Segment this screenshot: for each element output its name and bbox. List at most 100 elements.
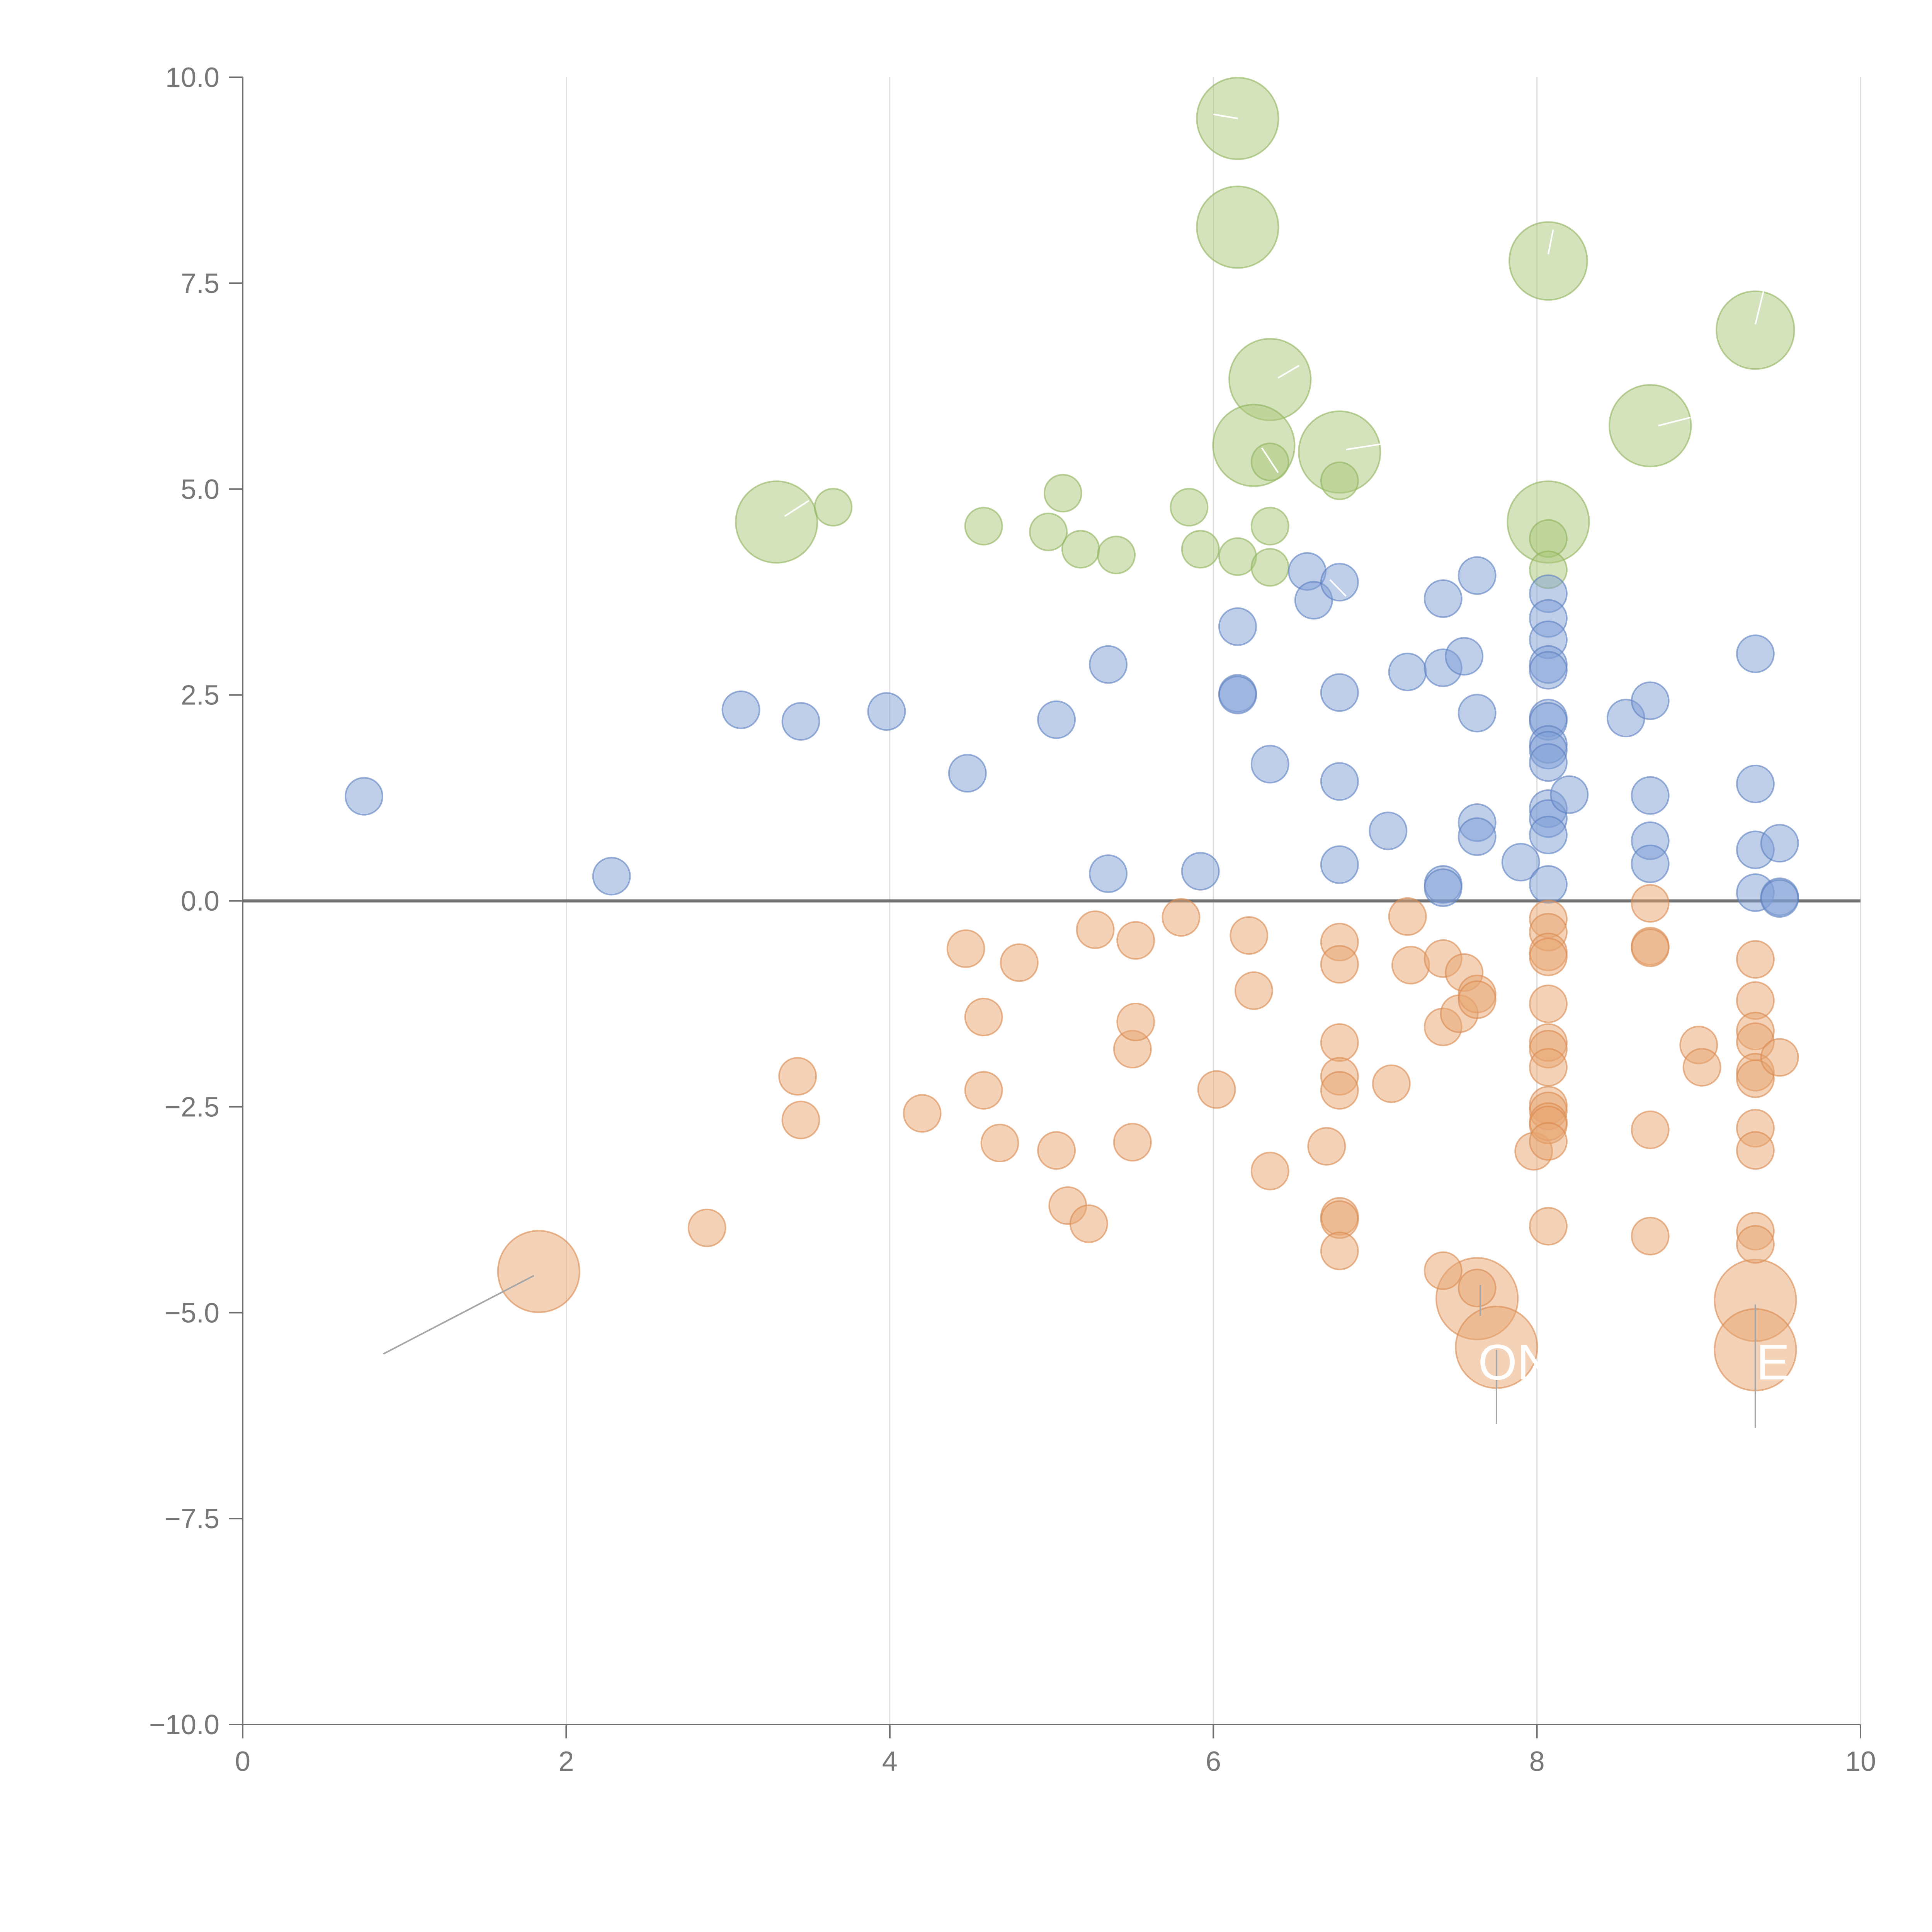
callout-line-4	[784, 500, 810, 517]
orange-point-68	[1682, 1048, 1721, 1087]
callout-line-10	[1261, 447, 1279, 473]
green-point-10	[1250, 442, 1289, 481]
orange-point-61	[1529, 1207, 1568, 1246]
orange-point-24	[1230, 916, 1269, 955]
blue-point-41	[1529, 743, 1568, 782]
callout-line-6	[1547, 229, 1554, 255]
orange-point-65	[1631, 1111, 1670, 1150]
green-point-17	[1061, 530, 1100, 569]
blue-point-52	[1736, 634, 1775, 673]
blue-point-1	[592, 857, 631, 896]
orange-point-25	[1234, 971, 1273, 1010]
orange-point-60	[1529, 1122, 1568, 1161]
blue-point-17	[1320, 673, 1359, 712]
blue-point-3	[781, 702, 820, 741]
callout-line-5	[1213, 113, 1238, 119]
y-tick-label-0: 10.0	[165, 62, 219, 93]
orange-point-26	[1250, 1151, 1289, 1190]
grid	[243, 77, 1861, 1725]
green-point-21	[1250, 507, 1289, 546]
green-point-13	[1043, 474, 1082, 513]
orange-point-78	[1736, 1225, 1775, 1264]
orange-point-35	[1320, 1231, 1359, 1270]
blue-point-31	[1501, 843, 1540, 882]
blue-point-8	[1089, 854, 1128, 893]
green-point-18	[1097, 536, 1136, 575]
orange-point-41	[1423, 1251, 1463, 1290]
orange-point-52	[1529, 984, 1568, 1023]
tick-labels: 0 2 4 6 8 10 10.0 7.5 5.0 2.5 0.0 −2.5 −5.0 −7.5 −10.0	[149, 62, 1876, 1777]
green-point-20	[1218, 537, 1257, 576]
orange-point-29	[1320, 945, 1359, 984]
orange-point-64	[1631, 928, 1670, 967]
orange-point-76	[1736, 1131, 1775, 1170]
blue-point-22	[1423, 579, 1463, 618]
orange-point-10	[964, 998, 1003, 1037]
green-point-12	[814, 488, 853, 527]
orange-point-46	[1458, 1269, 1497, 1308]
orange-point-51	[1529, 937, 1568, 976]
orange-point-11	[964, 1071, 1003, 1110]
blue-point-18	[1320, 762, 1359, 801]
blue-point-27	[1458, 556, 1497, 595]
callout-line-12	[1329, 579, 1347, 597]
blue-point-7	[1089, 645, 1128, 684]
blue-point-48	[1631, 681, 1670, 720]
blue-point-12	[1218, 675, 1257, 714]
orange-point-27	[1307, 1127, 1346, 1166]
green-point-16	[1029, 512, 1068, 551]
blue-point-13	[1250, 745, 1289, 784]
orange-point-30	[1320, 1023, 1359, 1062]
blue-point-20	[1369, 811, 1408, 850]
series-blue	[345, 552, 1799, 918]
blue-point-56	[1760, 824, 1799, 863]
green-point-11	[1320, 461, 1359, 500]
orange-point-66	[1631, 1217, 1670, 1256]
x-tick-label-0: 0	[235, 1746, 250, 1777]
orange-point-14	[1037, 1131, 1076, 1170]
orange-point-23	[1197, 1070, 1236, 1109]
orange-point-6	[778, 1057, 817, 1096]
green-point-2	[1509, 221, 1588, 301]
y-tick-label-4: 0.0	[181, 886, 219, 917]
orange-point-13	[1000, 943, 1039, 982]
orange-point-0	[497, 1230, 580, 1313]
x-tick-label-1: 2	[558, 1746, 574, 1777]
orange-point-38	[1391, 946, 1430, 985]
blue-point-36	[1529, 651, 1568, 690]
blue-point-21	[1388, 652, 1427, 691]
callout-text-on: ON	[1478, 1334, 1553, 1390]
orange-point-45	[1458, 980, 1497, 1019]
x-tick-label-3: 6	[1206, 1746, 1221, 1777]
blue-point-45	[1529, 865, 1568, 904]
blue-point-26	[1445, 637, 1484, 676]
green-point-1	[1196, 185, 1279, 269]
blue-point-25	[1423, 868, 1463, 907]
y-tick-label-2: 5.0	[181, 474, 219, 505]
callout-line-7	[1754, 291, 1764, 325]
blue-point-30	[1458, 817, 1497, 856]
blue-point-5	[948, 754, 987, 793]
orange-point-79	[1760, 1038, 1799, 1077]
orange-point-20	[1116, 1002, 1155, 1041]
series-orange	[497, 884, 1799, 1391]
series-green	[735, 77, 1795, 589]
orange-point-36	[1372, 1064, 1411, 1103]
blue-point-49	[1631, 776, 1670, 815]
green-point-22	[1250, 548, 1289, 587]
blue-point-10	[1218, 607, 1257, 646]
orange-point-8	[903, 1094, 942, 1133]
orange-point-12	[980, 1124, 1019, 1163]
blue-point-28	[1458, 694, 1497, 733]
y-tick-label-5: −2.5	[165, 1092, 219, 1122]
orange-point-16	[1069, 1204, 1108, 1243]
orange-point-62	[1631, 884, 1670, 923]
green-point-15	[964, 507, 1003, 546]
blue-point-2	[721, 690, 760, 729]
blue-point-16	[1320, 563, 1359, 602]
x-tick-label-2: 4	[882, 1746, 898, 1777]
x-tick-label-4: 8	[1529, 1746, 1545, 1777]
blue-point-53	[1736, 764, 1775, 803]
callout-line-8	[1277, 365, 1300, 379]
